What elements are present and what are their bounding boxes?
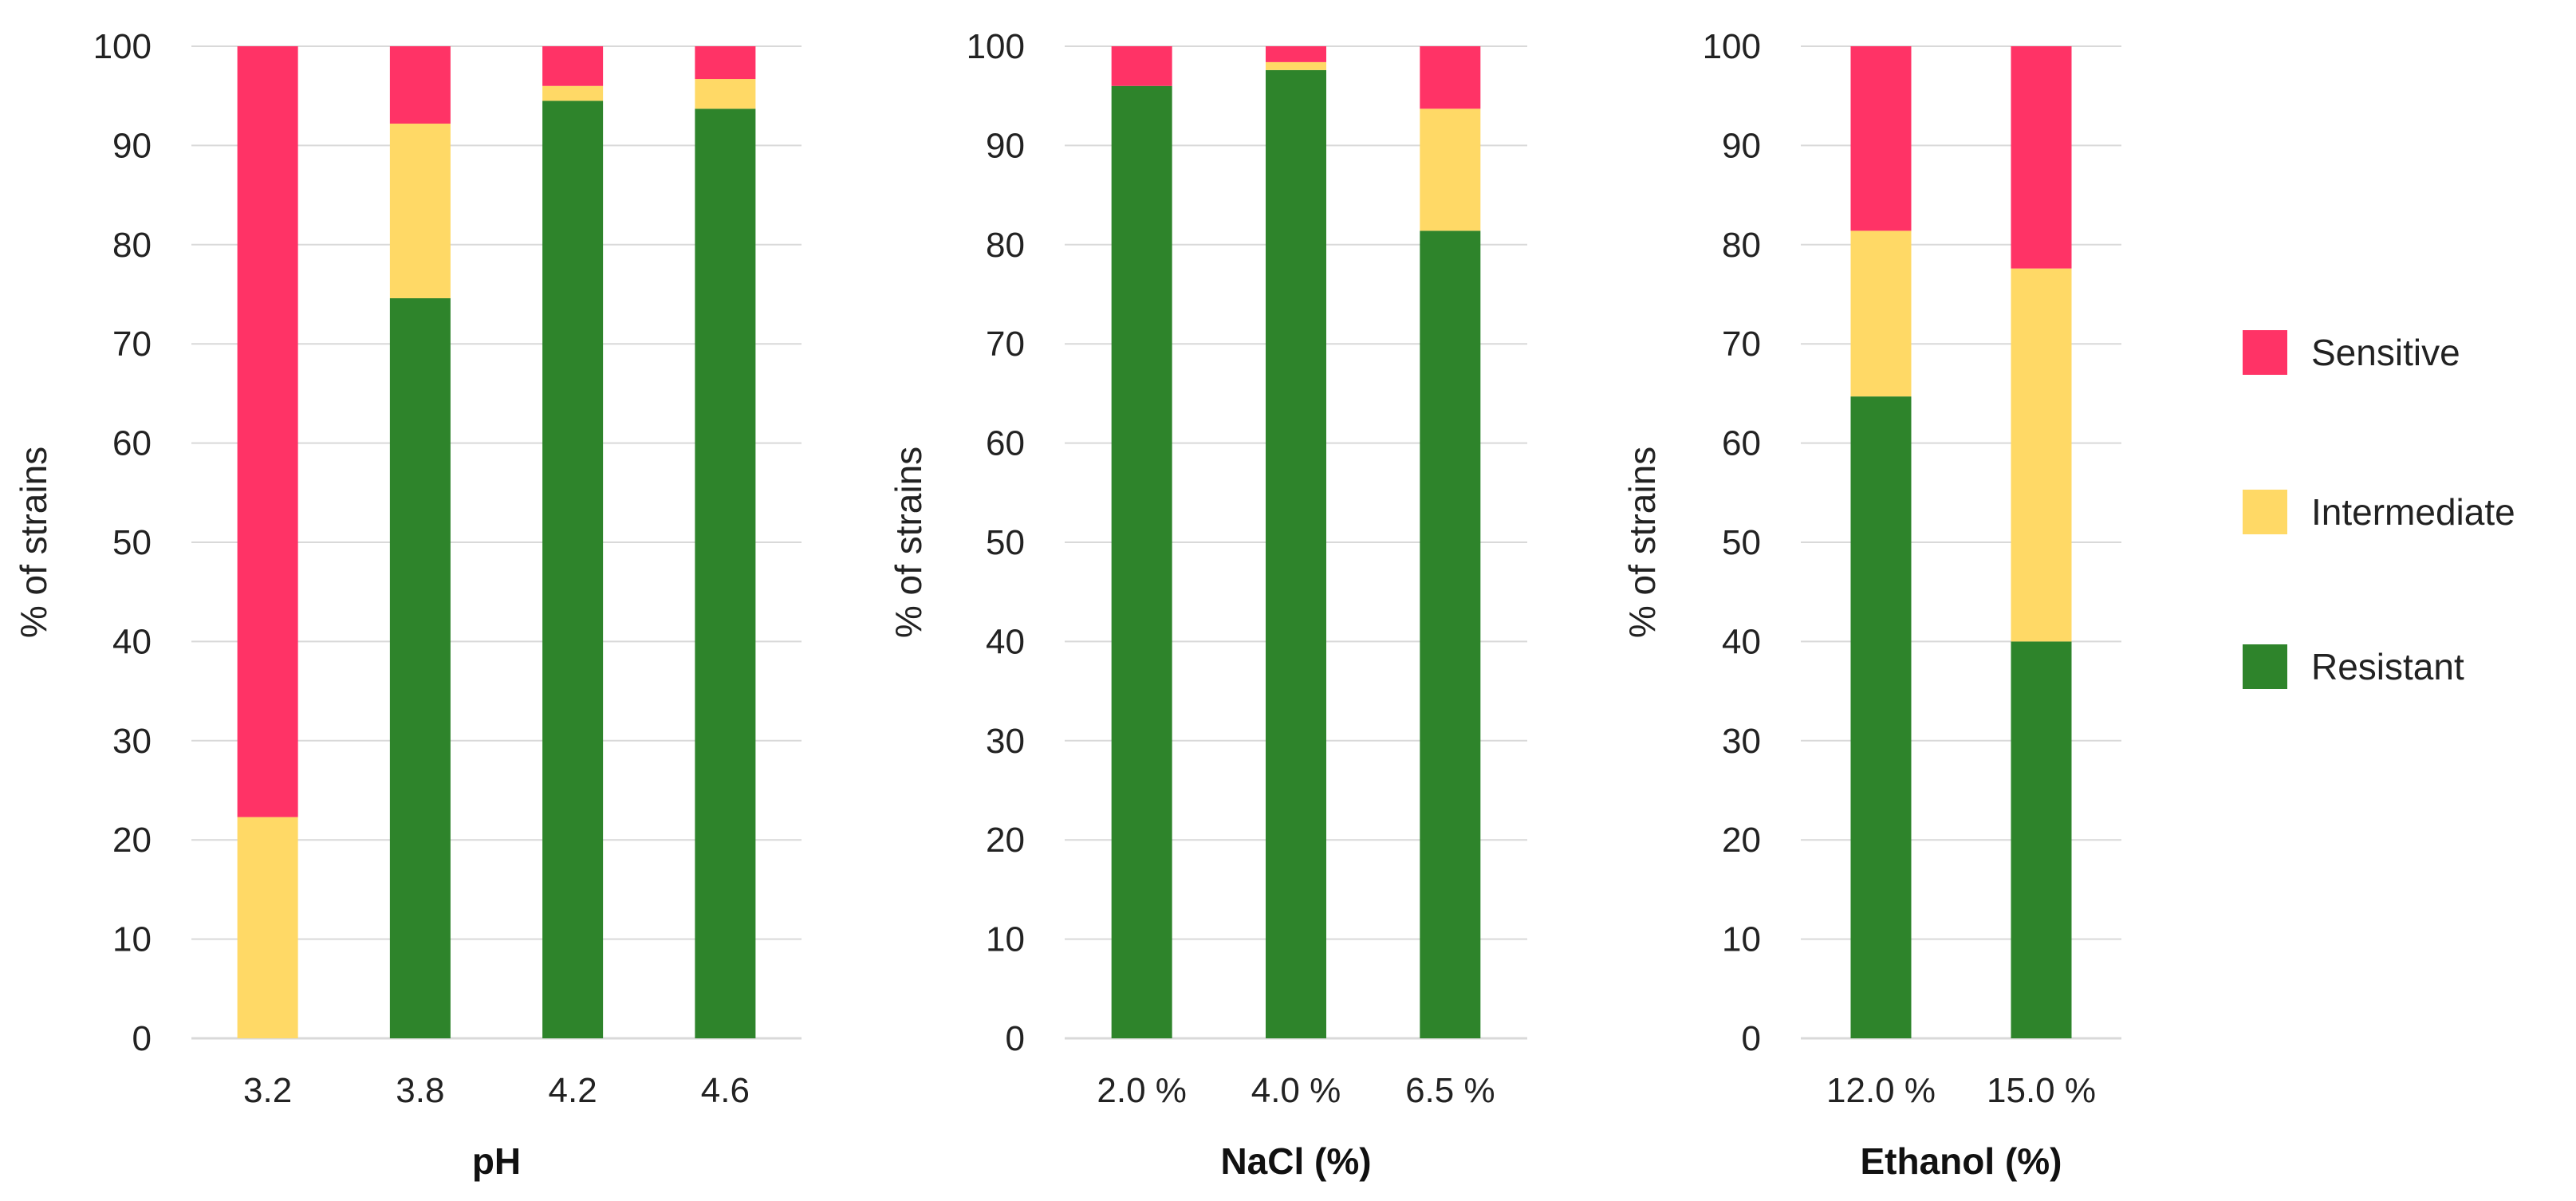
chart-ethanol: 0 10 20 30 40 50 60 70 80 90 100 % of strains 12.0 %… [1621,27,2121,1182]
bar-segment-intermediate-6-5 [1420,108,1481,231]
y-axis-label: % of strains [888,447,929,638]
bar-segment-intermediate-3-2 [237,817,298,1038]
bar-segment-intermediate-4-6 [695,79,756,109]
legend-swatch-resistant [2243,644,2287,689]
x-tick-label: 6.5 % [1405,1071,1495,1110]
x-tick-label: 2.0 % [1097,1071,1187,1110]
x-axis-label: Ethanol (%) [1861,1140,2062,1182]
bar-segment-resistant-3-8 [389,297,451,1038]
bar-segment-resistant-4-2 [542,100,604,1038]
y-tick-label: 50 [986,523,1025,562]
y-tick-label: 80 [986,226,1025,265]
bar-segment-sensitive-4-0 [1266,46,1326,62]
bar-segment-intermediate-3-8 [389,124,451,298]
x-tick-label: 3.8 [396,1071,444,1110]
y-tick-label: 30 [112,722,152,761]
y-tick-label: 60 [986,424,1025,463]
legend-label-intermediate: Intermediate [2311,491,2515,533]
bar-segment-sensitive-3-2 [237,46,298,817]
y-tick-label: 50 [112,523,152,562]
y-tick-label: 90 [1722,126,1761,165]
y-axis-label: % of strains [13,447,54,638]
bar-segment-resistant-2-0 [1111,85,1172,1038]
y-tick-label: 20 [1722,821,1761,860]
bar-segment-sensitive-4-6 [695,46,756,80]
x-tick-label: 12.0 % [1826,1071,1936,1110]
y-tick-label: 10 [986,920,1025,959]
bar-segment-resistant-4-0 [1266,69,1326,1039]
x-tick-label: 4.2 [549,1071,597,1110]
y-tick-label: 100 [1703,27,1761,66]
y-tick-label: 90 [986,126,1025,165]
bar-segment-sensitive-2-0 [1111,46,1172,86]
y-axis-label: % of strains [1621,447,1663,638]
x-axis-label: pH [472,1140,521,1182]
legend-label-sensitive: Sensitive [2311,332,2460,373]
y-tick-label: 40 [112,622,152,661]
legend: Sensitive Intermediate Resistant [2243,330,2515,689]
bar-segment-intermediate-4-0 [1266,61,1326,70]
bar-segment-resistant-6-5 [1420,230,1481,1038]
legend-swatch-sensitive [2243,330,2287,375]
bar-segment-resistant-12-0 [1850,396,1912,1039]
y-tick-label: 70 [1722,325,1761,364]
bar-segment-sensitive-4-2 [542,46,604,86]
y-tick-label: 100 [967,27,1025,66]
y-tick-label: 60 [1722,424,1761,463]
y-tick-label: 30 [986,722,1025,761]
bar-segment-intermediate-12-0 [1850,230,1912,397]
chart-ph: 0 10 20 30 40 50 60 70 80 90 100 % of strains 3.2 3.8… [13,27,802,1182]
bar-segment-resistant-15-0 [2011,641,2072,1038]
y-tick-label: 70 [112,325,152,364]
y-tick-label: 90 [112,126,152,165]
y-tick-label: 0 [132,1019,152,1058]
y-tick-label: 30 [1722,722,1761,761]
y-tick-label: 20 [112,821,152,860]
bar-segment-sensitive-3-8 [389,46,451,124]
y-tick-label: 10 [112,920,152,959]
bar-segment-resistant-4-6 [695,108,756,1039]
legend-swatch-intermediate [2243,490,2287,534]
x-tick-label: 15.0 % [1987,1071,2096,1110]
x-tick-label: 3.2 [243,1071,292,1110]
y-tick-label: 50 [1722,523,1761,562]
y-tick-label: 0 [1742,1019,1761,1058]
x-axis-label: NaCl (%) [1220,1140,1371,1182]
bar-segment-intermediate-15-0 [2011,268,2072,642]
x-tick-label: 4.6 [701,1071,750,1110]
x-tick-label: 4.0 % [1251,1071,1341,1110]
y-tick-label: 0 [1006,1019,1025,1058]
y-tick-label: 60 [112,424,152,463]
y-tick-label: 70 [986,325,1025,364]
y-tick-label: 20 [986,821,1025,860]
y-tick-label: 40 [1722,622,1761,661]
legend-label-resistant: Resistant [2311,646,2464,687]
y-tick-label: 80 [112,226,152,265]
y-tick-label: 80 [1722,226,1761,265]
bar-segment-sensitive-15-0 [2011,46,2072,269]
chart-nacl: 0 10 20 30 40 50 60 70 80 90 100 % of strains 2.0 % 4… [888,27,1527,1182]
bar-segment-intermediate-4-2 [542,85,604,101]
y-tick-label: 40 [986,622,1025,661]
y-tick-label: 100 [93,27,152,66]
bar-segment-sensitive-6-5 [1420,46,1481,109]
y-tick-label: 10 [1722,920,1761,959]
bar-segment-sensitive-12-0 [1850,46,1912,231]
